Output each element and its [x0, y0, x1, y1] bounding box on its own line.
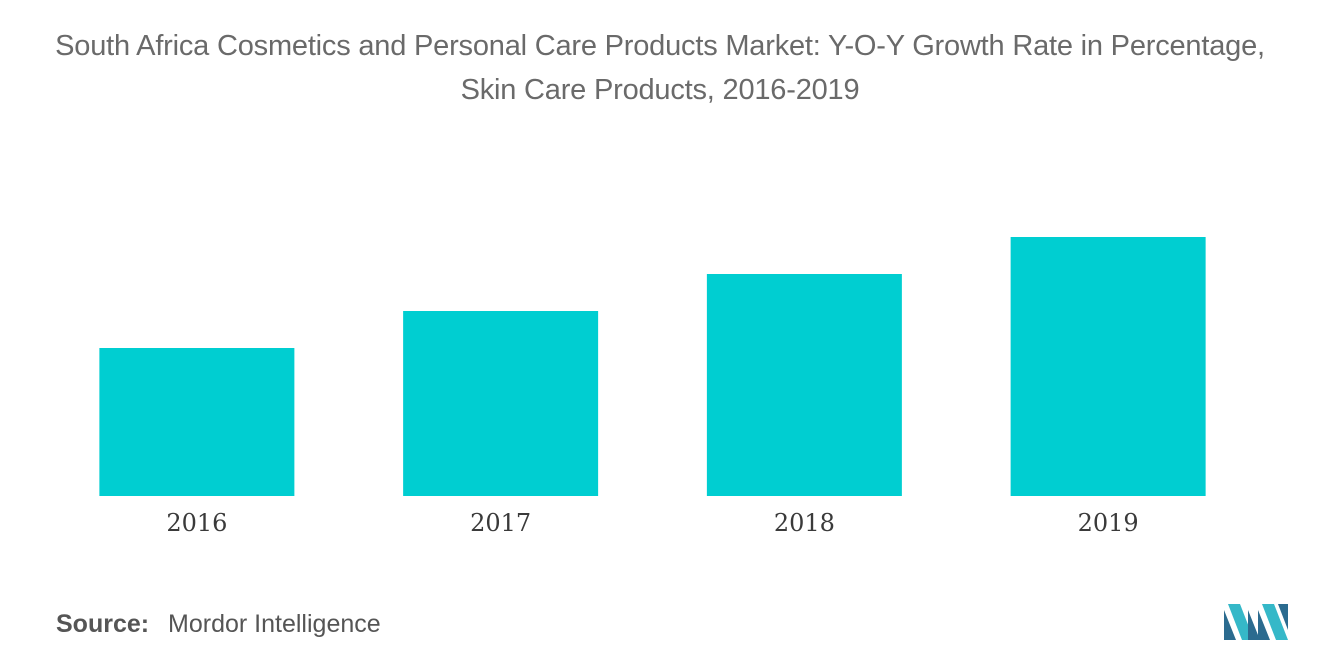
x-tick-label-2016: 2016 [166, 509, 227, 537]
source-text: Mordor Intelligence [168, 610, 381, 638]
bar-2017 [403, 311, 599, 496]
bar-2018 [706, 274, 902, 496]
mordor-intelligence-logo-icon [1224, 604, 1288, 640]
bar-2016 [99, 348, 295, 496]
bars-group [99, 237, 1206, 496]
bar-2019 [1010, 237, 1206, 496]
x-tick-label-2019: 2019 [1078, 509, 1139, 537]
x-tick-label-2018: 2018 [774, 509, 835, 537]
source-label: Source: [56, 610, 150, 638]
chart-title: South Africa Cosmetics and Personal Care… [55, 30, 1265, 106]
x-tick-labels: 2016 2017 2018 2019 [166, 509, 1138, 537]
x-tick-label-2017: 2017 [470, 509, 531, 537]
source-note: Source: Mordor Intelligence [56, 610, 381, 639]
